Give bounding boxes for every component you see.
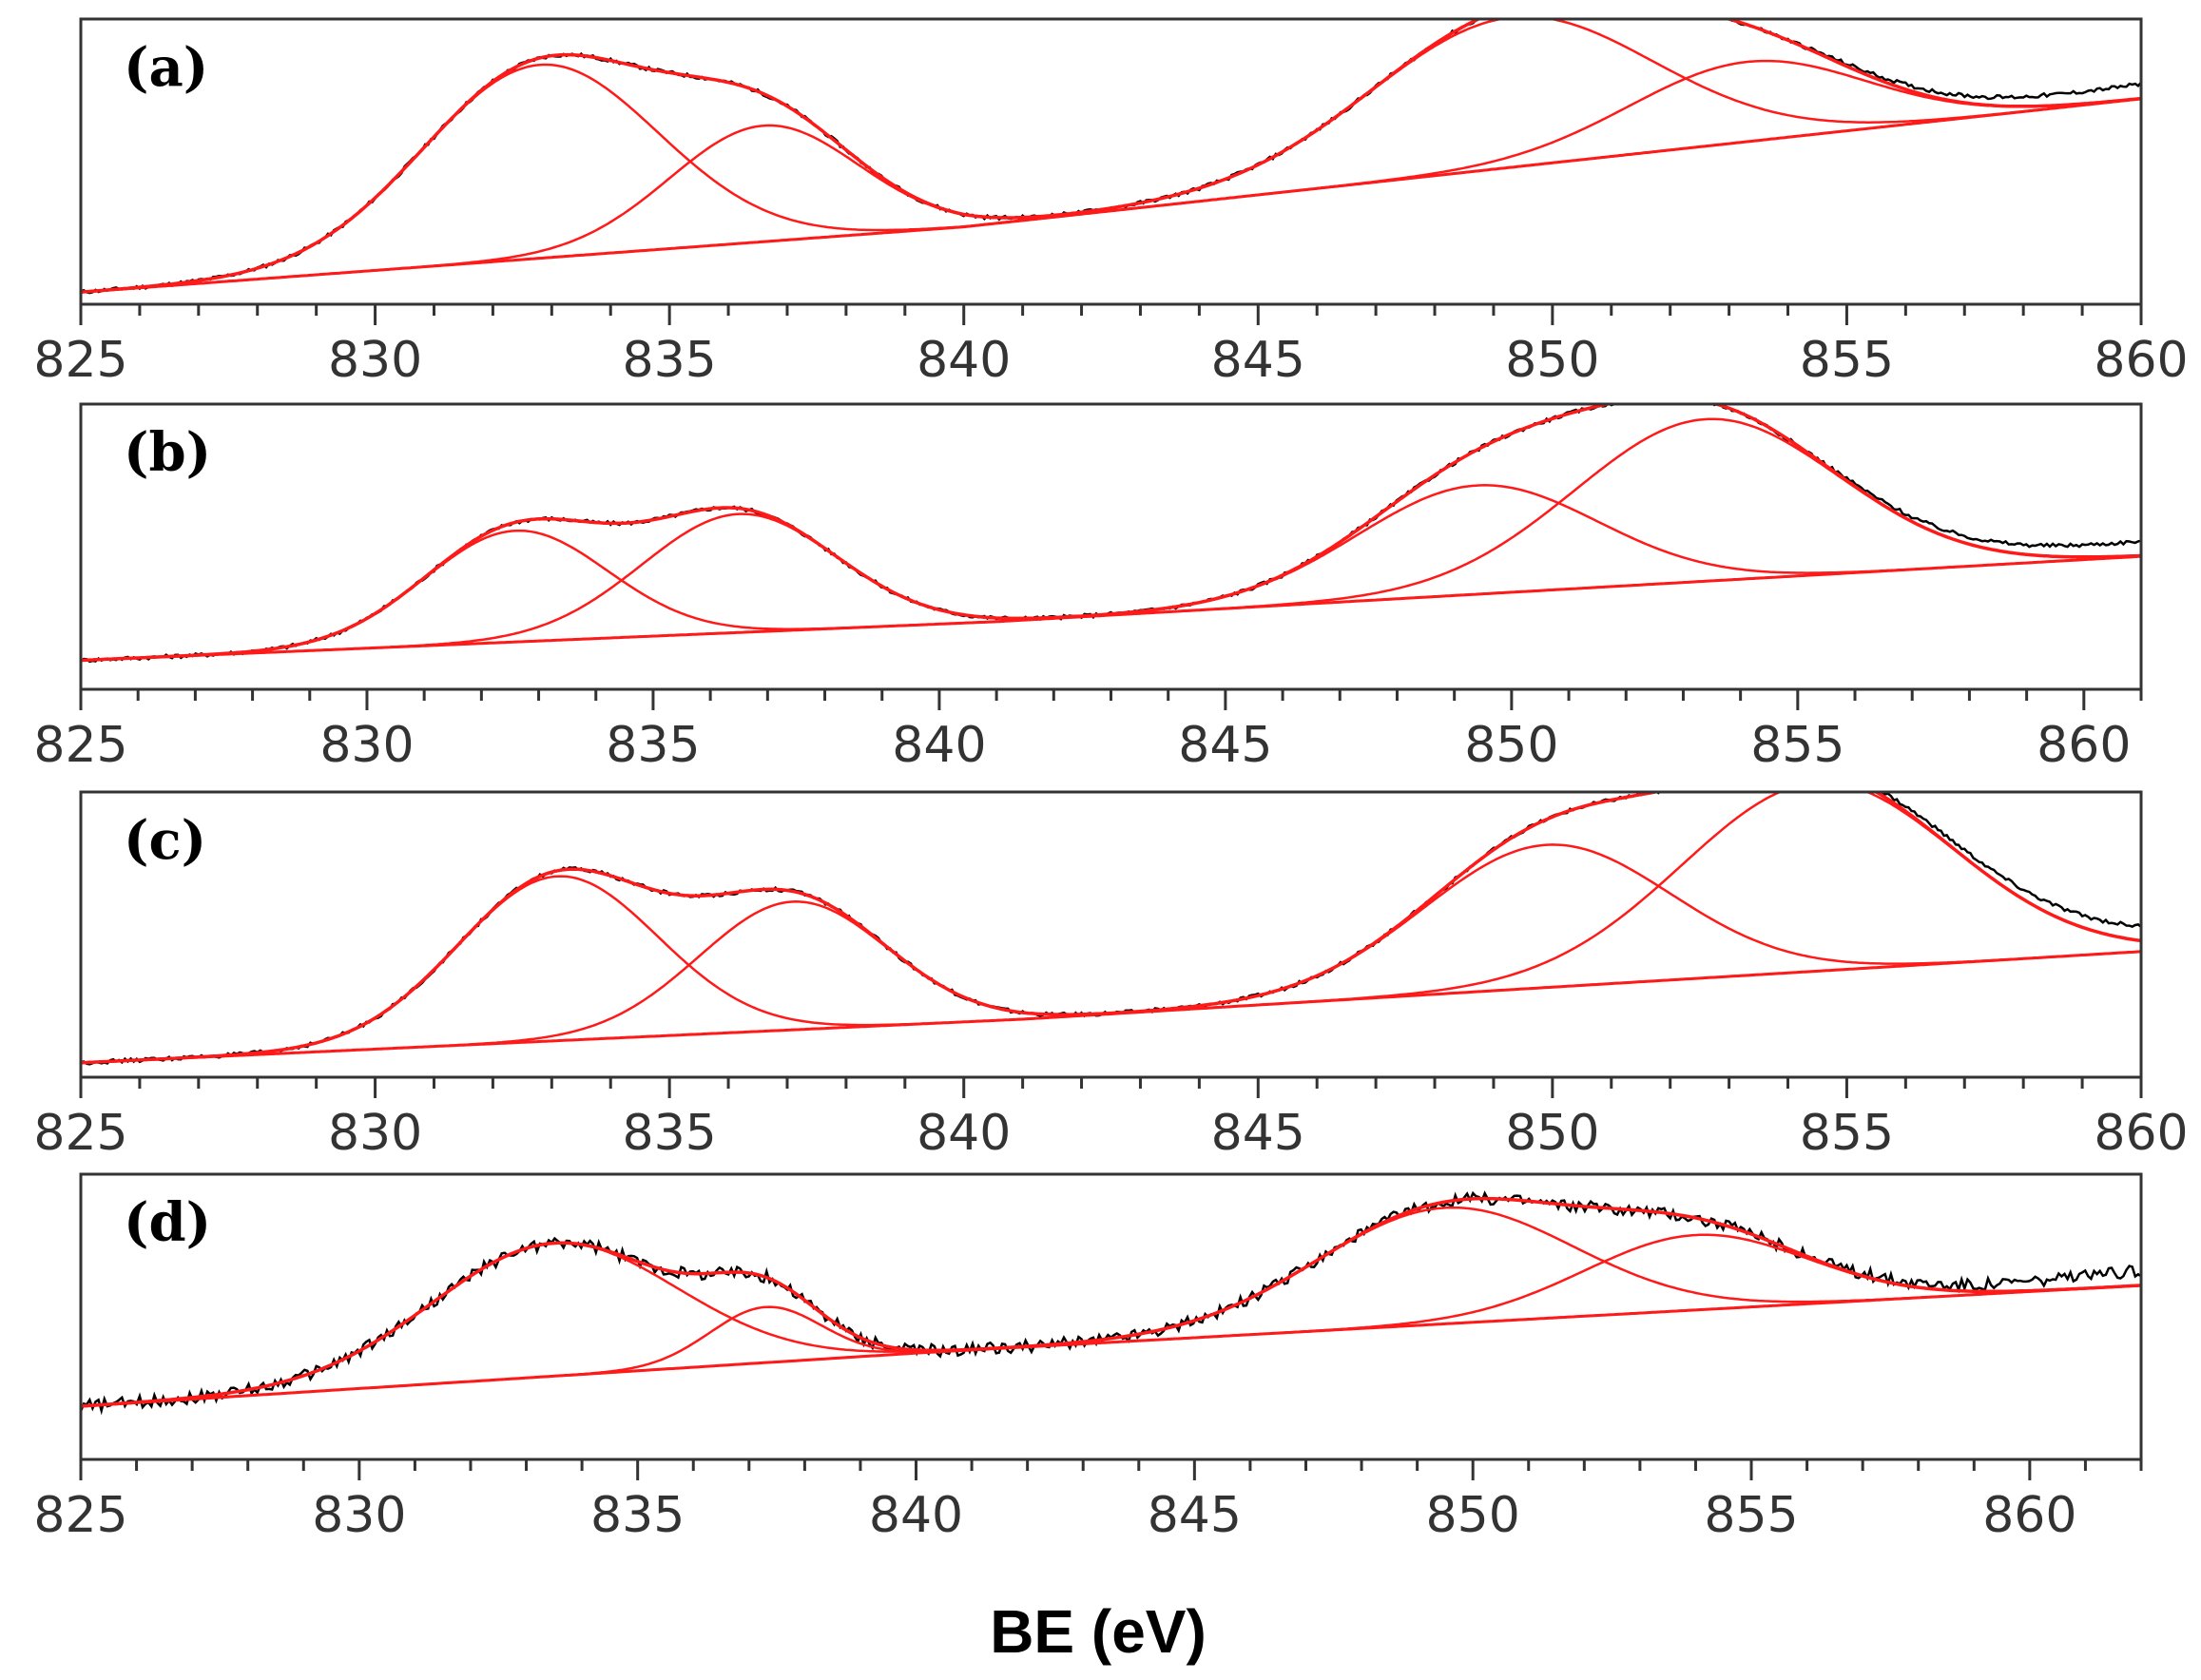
x-tick-label: 850 [1464, 717, 1558, 774]
experimental-spectrum-line [81, 19, 2141, 295]
panel-c: 825 830 835 840 845 850 855 860 (c) [33, 790, 2189, 1162]
x-tick-label: 835 [590, 1487, 685, 1544]
plot-frame [79, 1172, 2143, 1461]
x-tick-label: 840 [869, 1487, 963, 1544]
fit-component-1 [81, 63, 2141, 294]
x-tick-label: 855 [1800, 1105, 1894, 1162]
x-tick-label: 830 [328, 1105, 422, 1162]
experimental-spectrum-line [81, 792, 2141, 1066]
plot-frame [79, 790, 2143, 1079]
x-tick-label: 860 [2037, 717, 2131, 774]
fit-envelope-line [81, 404, 2141, 663]
fit-component-4 [81, 417, 2141, 662]
x-tick-label: 835 [623, 1105, 717, 1162]
fit-component-2 [81, 97, 2141, 294]
fit-component-4 [81, 59, 2141, 294]
plot-area [81, 1190, 2141, 1416]
panel-label: (b) [124, 421, 211, 484]
x-tick-label: 845 [1211, 332, 1305, 389]
x-tick-label: 845 [1148, 1487, 1242, 1544]
background-line [81, 97, 2141, 294]
fit-component-3 [81, 1206, 2141, 1408]
x-tick-label: 825 [33, 1487, 127, 1544]
x-tick-label: 830 [312, 1487, 406, 1544]
x-tick-label: 845 [1211, 1105, 1305, 1162]
fit-envelope-line [81, 19, 2141, 294]
panel-b: 825 830 835 840 845 850 855 860 (b) [33, 402, 2143, 774]
panel-label: (d) [124, 1191, 211, 1254]
x-tick-label: 860 [2094, 332, 2188, 389]
x-tick-label: 850 [1505, 1105, 1599, 1162]
fit-component-1 [81, 529, 2141, 662]
x-tick-label: 835 [606, 717, 700, 774]
panel-label: (a) [124, 36, 208, 99]
x-tick-label: 825 [33, 1105, 127, 1162]
plot-area [81, 792, 2141, 1066]
x-tick-label: 840 [917, 332, 1011, 389]
x-tick-label: 830 [319, 717, 414, 774]
x-tick-label: 860 [2094, 1105, 2188, 1162]
x-tick-label: 830 [328, 332, 422, 389]
fit-component-2 [81, 512, 2141, 662]
fit-component-3 [81, 484, 2141, 662]
x-tick-label: 855 [1800, 332, 1894, 389]
x-axis-title: BE (eV) [990, 1597, 1207, 1666]
fit-component-2 [81, 900, 2141, 1064]
x-tick-label: 850 [1505, 332, 1599, 389]
x-tick-label: 855 [1750, 717, 1844, 774]
experimental-spectrum-line [81, 404, 2141, 664]
fit-component-3 [81, 843, 2141, 1064]
panels: 825 830 835 840 845 850 855 860(a)825 830 835 840 8… [33, 17, 2189, 1544]
x-tick-label: 840 [892, 717, 986, 774]
fit-component-4 [81, 792, 2141, 1064]
x-tick-label: 855 [1704, 1487, 1798, 1544]
plot-area [81, 404, 2141, 664]
x-tick-label: 825 [33, 717, 127, 774]
x-tick-label: 850 [1426, 1487, 1520, 1544]
x-tick-label: 825 [33, 332, 127, 389]
x-tick-label: 860 [1982, 1487, 2076, 1544]
panel-a: 825 830 835 840 845 850 855 860 (a) [33, 17, 2189, 389]
x-tick-label: 835 [623, 332, 717, 389]
fit-component-2 [81, 1284, 2141, 1408]
x-tick-label: 845 [1178, 717, 1272, 774]
panel-label: (c) [124, 809, 206, 872]
fit-envelope-line [81, 792, 2141, 1065]
x-tick-label: 840 [917, 1105, 1011, 1162]
plot-frame [79, 17, 2143, 306]
fit-envelope-line [81, 1196, 2141, 1408]
panel-d: 825 830 835 840 845 850 855 860 (d) [33, 1172, 2143, 1544]
plot-area [81, 19, 2141, 295]
fit-component-4 [81, 1233, 2141, 1408]
